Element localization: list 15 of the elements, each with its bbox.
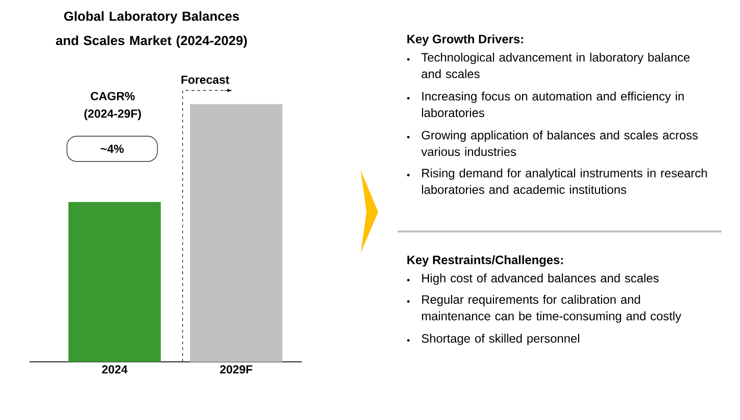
x-tick-label: 2029F bbox=[220, 365, 252, 374]
text: High cost of advanced balances and scales bbox=[422, 273, 659, 285]
text: Increasing focus on automation and efficiency in laboratories bbox=[422, 92, 684, 118]
annotation: ~4% bbox=[100, 144, 124, 153]
text: Technological advancement in laboratory balance and scales bbox=[421, 52, 690, 78]
text: Growing application of balances and scales across various industries bbox=[421, 130, 698, 156]
chart-title: Global Laboratory Balances and Scales Market (2024-2029) bbox=[56, 11, 247, 48]
text: Key Restraints/Challenges: bbox=[407, 255, 563, 267]
x-tick-label: 2024 bbox=[102, 365, 128, 374]
text: Rising demand for analytical instruments in research laboratories and academic institutions bbox=[422, 168, 707, 194]
text: Regular requirements for calibration and maintenance can be time-consuming and costly bbox=[422, 294, 682, 323]
text: Forecast bbox=[182, 76, 230, 84]
text: Shortage of skilled personnel bbox=[422, 334, 580, 346]
text: Key Growth Drivers: bbox=[407, 34, 523, 46]
annotation: CAGR% (2024-29F) bbox=[84, 92, 141, 120]
